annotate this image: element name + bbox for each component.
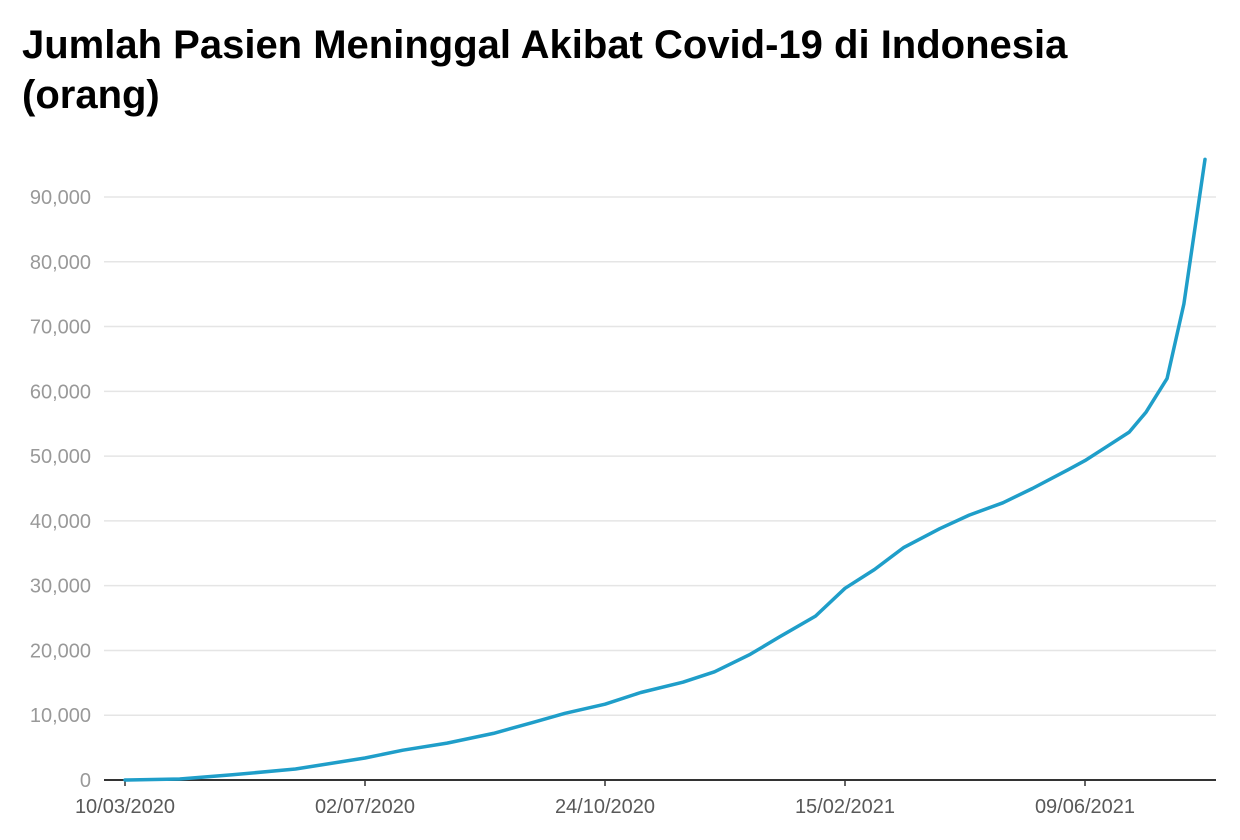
y-tick-label: 20,000 [30,640,91,662]
y-tick-label: 40,000 [30,511,91,533]
y-axis-ticks: 0 10,000 20,000 30,000 40,000 50,000 60,000 70,… [30,187,91,792]
series-line-deaths [123,157,1207,782]
x-axis-ticks: 10/03/2020 02/07/2020 24/10/2020 15/02/2021… [75,780,1135,818]
y-tick-label: 60,000 [30,381,91,403]
chart-title: Jumlah Pasien Meninggal Akibat Covid-19 … [22,23,1068,117]
y-tick-label: 70,000 [30,317,91,339]
y-tick-label: 90,000 [30,187,91,209]
x-tick-label: 24/10/2020 [555,796,655,818]
x-tick-label: 10/03/2020 [75,796,175,818]
x-tick-label: 15/02/2021 [795,796,895,818]
x-tick-label: 09/06/2021 [1035,796,1135,818]
y-tick-label: 0 [80,770,91,792]
gridlines [104,196,1216,716]
y-tick-label: 10,000 [30,705,91,727]
x-tick-label: 02/07/2020 [315,796,415,818]
y-tick-label: 80,000 [30,252,91,274]
y-tick-label: 50,000 [30,446,91,468]
y-tick-label: 30,000 [30,576,91,598]
